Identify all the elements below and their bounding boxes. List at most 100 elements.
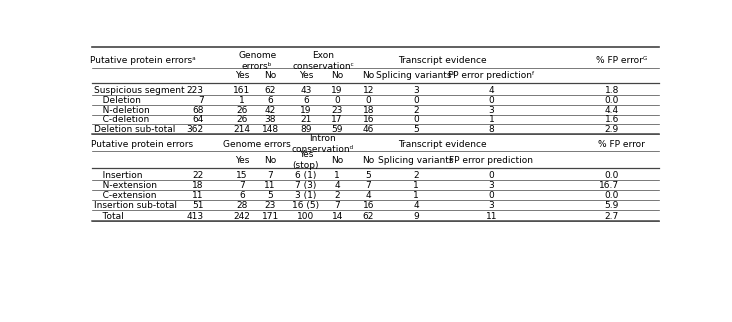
- Text: No: No: [331, 156, 343, 165]
- Text: 18: 18: [193, 181, 203, 190]
- Text: 19: 19: [332, 86, 343, 95]
- Text: 2: 2: [413, 172, 419, 181]
- Text: 6: 6: [303, 96, 309, 105]
- Text: 28: 28: [236, 201, 247, 210]
- Text: Deletion: Deletion: [94, 96, 141, 105]
- Text: 0: 0: [488, 172, 494, 181]
- Text: 4: 4: [413, 201, 419, 210]
- Text: 23: 23: [264, 201, 276, 210]
- Text: Genome errors: Genome errors: [223, 139, 291, 148]
- Text: Putative protein errors: Putative protein errors: [92, 139, 194, 148]
- Text: 16: 16: [362, 116, 374, 125]
- Text: 0: 0: [488, 96, 494, 105]
- Text: Putative protein errorsᵃ: Putative protein errorsᵃ: [90, 56, 195, 65]
- Text: 1: 1: [413, 181, 419, 190]
- Text: 17: 17: [332, 116, 343, 125]
- Text: Insertion sub-total: Insertion sub-total: [94, 201, 177, 210]
- Text: No: No: [362, 156, 375, 165]
- Text: C-extension: C-extension: [94, 191, 157, 200]
- Text: 11: 11: [264, 181, 276, 190]
- Text: 15: 15: [236, 172, 247, 181]
- Text: No: No: [264, 156, 276, 165]
- Text: 59: 59: [332, 125, 343, 134]
- Text: 413: 413: [187, 212, 203, 221]
- Text: 0: 0: [488, 191, 494, 200]
- Text: Yes: Yes: [235, 156, 249, 165]
- Text: 148: 148: [261, 125, 279, 134]
- Text: No: No: [362, 71, 375, 80]
- Text: Splicing variants: Splicing variants: [378, 156, 454, 165]
- Text: 62: 62: [264, 86, 276, 95]
- Text: 5.9: 5.9: [605, 201, 619, 210]
- Text: 0.0: 0.0: [605, 191, 619, 200]
- Text: Transcript evidence: Transcript evidence: [397, 56, 486, 65]
- Text: 3 (1): 3 (1): [295, 191, 317, 200]
- Text: 2.7: 2.7: [605, 212, 619, 221]
- Text: 8: 8: [488, 125, 494, 134]
- Text: 38: 38: [264, 116, 276, 125]
- Text: 6: 6: [239, 191, 244, 200]
- Text: 68: 68: [193, 106, 203, 115]
- Text: N-deletion: N-deletion: [94, 106, 150, 115]
- Text: No: No: [264, 71, 276, 80]
- Text: 16 (5): 16 (5): [292, 201, 319, 210]
- Text: Total: Total: [94, 212, 124, 221]
- Text: 21: 21: [300, 116, 312, 125]
- Text: 23: 23: [332, 106, 343, 115]
- Text: 6: 6: [267, 96, 273, 105]
- Text: Transcript evidence: Transcript evidence: [397, 139, 486, 148]
- Text: Yes: Yes: [235, 71, 249, 80]
- Text: % FP errorᴳ: % FP errorᴳ: [597, 56, 648, 65]
- Text: % FP error: % FP error: [599, 139, 646, 148]
- Text: 223: 223: [187, 86, 203, 95]
- Text: 4: 4: [365, 191, 371, 200]
- Text: 0: 0: [413, 96, 419, 105]
- Text: 18: 18: [362, 106, 374, 115]
- Text: 11: 11: [486, 212, 497, 221]
- Text: 19: 19: [300, 106, 312, 115]
- Text: 89: 89: [300, 125, 312, 134]
- Text: 100: 100: [297, 212, 315, 221]
- Text: 6 (1): 6 (1): [295, 172, 317, 181]
- Text: 5: 5: [413, 125, 419, 134]
- Text: Intron
conservationᵈ: Intron conservationᵈ: [292, 134, 354, 154]
- Text: 7: 7: [198, 96, 203, 105]
- Text: 9: 9: [413, 212, 419, 221]
- Text: 4: 4: [335, 181, 340, 190]
- Text: 14: 14: [332, 212, 343, 221]
- Text: FP error predictionᶠ: FP error predictionᶠ: [448, 71, 535, 80]
- Text: 7: 7: [335, 201, 340, 210]
- Text: 62: 62: [362, 212, 374, 221]
- Text: 3: 3: [488, 201, 494, 210]
- Text: 46: 46: [362, 125, 374, 134]
- Text: 0: 0: [335, 96, 340, 105]
- Text: 242: 242: [234, 212, 250, 221]
- Text: Yes
(stop): Yes (stop): [293, 150, 319, 170]
- Text: No: No: [331, 71, 343, 80]
- Text: 0.0: 0.0: [605, 172, 619, 181]
- Text: Genome
errorsᵇ: Genome errorsᵇ: [238, 51, 276, 71]
- Text: 7: 7: [365, 181, 371, 190]
- Text: 42: 42: [264, 106, 276, 115]
- Text: 1: 1: [488, 116, 494, 125]
- Text: 1.6: 1.6: [605, 116, 619, 125]
- Text: Exon
conservationᶜ: Exon conservationᶜ: [292, 51, 354, 71]
- Text: 16.7: 16.7: [599, 181, 619, 190]
- Text: 64: 64: [193, 116, 203, 125]
- Text: 26: 26: [236, 106, 247, 115]
- Text: 3: 3: [488, 181, 494, 190]
- Text: 7: 7: [239, 181, 244, 190]
- Text: 4.4: 4.4: [605, 106, 619, 115]
- Text: 5: 5: [267, 191, 273, 200]
- Text: 26: 26: [236, 116, 247, 125]
- Text: 0.0: 0.0: [605, 96, 619, 105]
- Text: Insertion: Insertion: [94, 172, 143, 181]
- Text: 3: 3: [488, 106, 494, 115]
- Text: 0: 0: [413, 116, 419, 125]
- Text: 22: 22: [193, 172, 203, 181]
- Text: Deletion sub-total: Deletion sub-total: [94, 125, 176, 134]
- Text: C-deletion: C-deletion: [94, 116, 149, 125]
- Text: 2.9: 2.9: [605, 125, 619, 134]
- Text: 1: 1: [239, 96, 244, 105]
- Text: 171: 171: [261, 212, 279, 221]
